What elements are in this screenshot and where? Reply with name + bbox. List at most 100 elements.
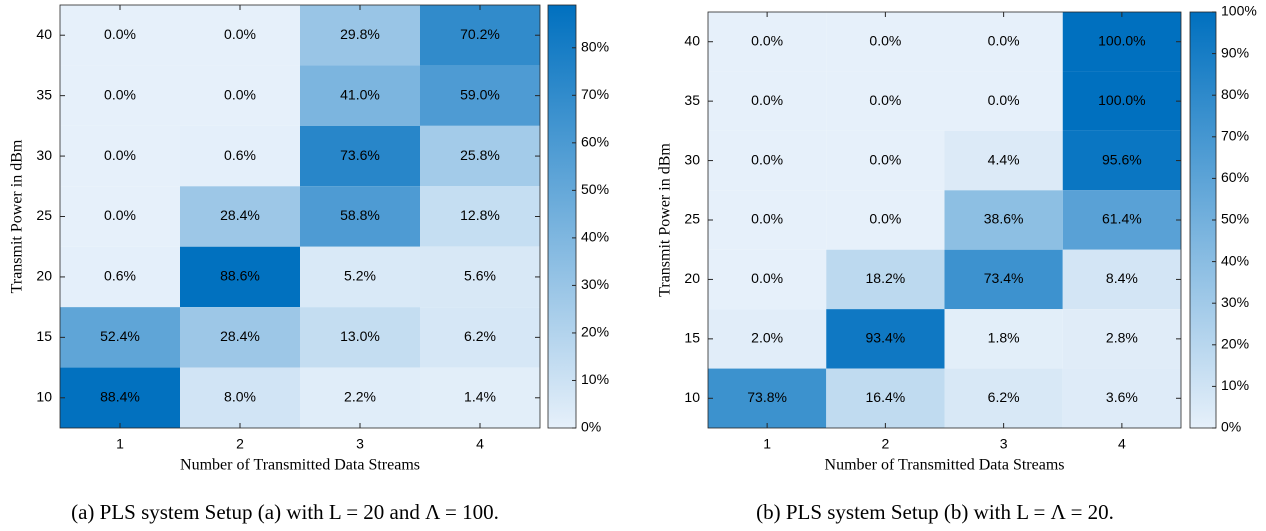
heatmap-cell [708,190,827,250]
x-tick-label: 2 [881,436,889,452]
cell-label: 6.2% [988,389,1020,405]
heatmap-cell [826,368,945,428]
cell-label: 0.0% [224,26,256,42]
caption: (b) PLS system Setup (b) with L = Λ = 20… [756,500,1114,524]
cell-label: 100.0% [1098,92,1145,108]
y-tick-label: 30 [684,151,700,167]
cell-label: 0.0% [869,211,901,227]
heatmap-cell [60,367,180,428]
y-tick-label: 35 [36,86,52,102]
cell-label: 1.8% [988,330,1020,346]
cell-label: 73.6% [340,147,380,163]
cell-label: 2.2% [344,388,376,404]
heatmap-cell [300,125,420,187]
colorbar-tick-label: 20% [1221,336,1249,352]
heatmap-cell [180,125,300,187]
heatmap-cell [60,5,180,66]
cell-label: 88.4% [100,388,140,404]
colorbar [547,4,577,429]
cell-label: 0.0% [988,92,1020,108]
colorbar-tick-label: 60% [581,134,609,150]
cell-label: 29.8% [340,26,380,42]
heatmap-cell [180,367,300,428]
cell-label: 93.4% [866,330,906,346]
cell-label: 28.4% [220,328,260,344]
colorbar-tick-label: 100% [1221,3,1257,19]
cell-label: 0.0% [869,32,901,48]
heatmap-cell [300,246,420,308]
heatmap-cell [300,307,420,368]
heatmap-cell [60,65,180,126]
heatmap-cell [826,190,945,250]
x-axis-label: Number of Transmitted Data Streams [180,457,420,474]
x-tick-label: 4 [476,436,484,452]
cell-label: 70.2% [460,26,500,42]
heatmap-cell [944,12,1063,72]
heatmap-cell [420,246,540,308]
colorbar-tick-label: 60% [1221,169,1249,185]
heatmap-cell [180,186,300,247]
heatmap-cell [1062,130,1181,191]
colorbar-tick-label: 80% [581,38,609,54]
y-axis-label: Transmit Power in dBm [657,143,674,297]
cell-label: 38.6% [984,211,1024,227]
heatmap-cell [180,307,300,368]
heatmap-cell [300,186,420,247]
heatmap-cell [708,368,827,428]
colorbar-tick-label: 90% [1221,44,1249,60]
heatmap-cell [60,307,180,368]
colorbar-tick-label: 10% [1221,377,1249,393]
heatmap-cell [300,65,420,126]
x-tick-label: 1 [116,436,124,452]
heatmap-cell [420,186,540,247]
heatmap-cell [420,5,540,66]
cell-label: 0.0% [751,211,783,227]
colorbar-tick-label: 10% [581,371,609,387]
heatmap-cell [1062,368,1181,428]
cell-label: 73.8% [747,389,787,405]
cell-label: 13.0% [340,328,380,344]
colorbar-tick-label: 0% [581,419,601,435]
cell-label: 0.0% [988,32,1020,48]
heatmap-cell [60,246,180,308]
cell-label: 0.0% [224,86,256,102]
cell-label: 52.4% [100,328,140,344]
heatmap-cell [944,249,1063,310]
cell-label: 0.6% [104,268,136,284]
y-tick-label: 20 [684,270,700,286]
heatmap-cell [826,12,945,72]
cell-label: 0.0% [104,147,136,163]
cell-label: 58.8% [340,207,380,223]
heatmap-cell [420,307,540,368]
cell-label: 59.0% [460,86,500,102]
colorbar-tick-label: 30% [1221,294,1249,310]
x-tick-label: 4 [1118,436,1126,452]
cell-label: 0.0% [869,151,901,167]
heatmap-cell [300,367,420,428]
cell-label: 2.8% [1106,330,1138,346]
x-tick-label: 1 [763,436,771,452]
y-tick-label: 10 [684,389,700,405]
heatmap-cell [708,130,827,191]
colorbar-tick-label: 40% [1221,252,1249,268]
colorbar-tick-label: 50% [1221,211,1249,227]
cell-label: 5.6% [464,268,496,284]
cell-label: 61.4% [1102,211,1142,227]
cell-label: 0.0% [751,151,783,167]
cell-label: 16.4% [866,389,906,405]
heatmap-cell [1062,71,1181,131]
heatmap-cell [180,65,300,126]
y-tick-label: 15 [684,330,700,346]
heatmap-cell [60,125,180,187]
y-tick-label: 20 [36,268,52,284]
cell-label: 0.0% [104,207,136,223]
y-tick-label: 40 [36,26,52,42]
cell-label: 8.0% [224,388,256,404]
colorbar-tick-label: 80% [1221,86,1249,102]
heatmap-cell [826,130,945,191]
cell-label: 18.2% [866,270,906,286]
y-tick-label: 40 [684,32,700,48]
y-tick-label: 25 [36,207,52,223]
cell-label: 8.4% [1106,270,1138,286]
